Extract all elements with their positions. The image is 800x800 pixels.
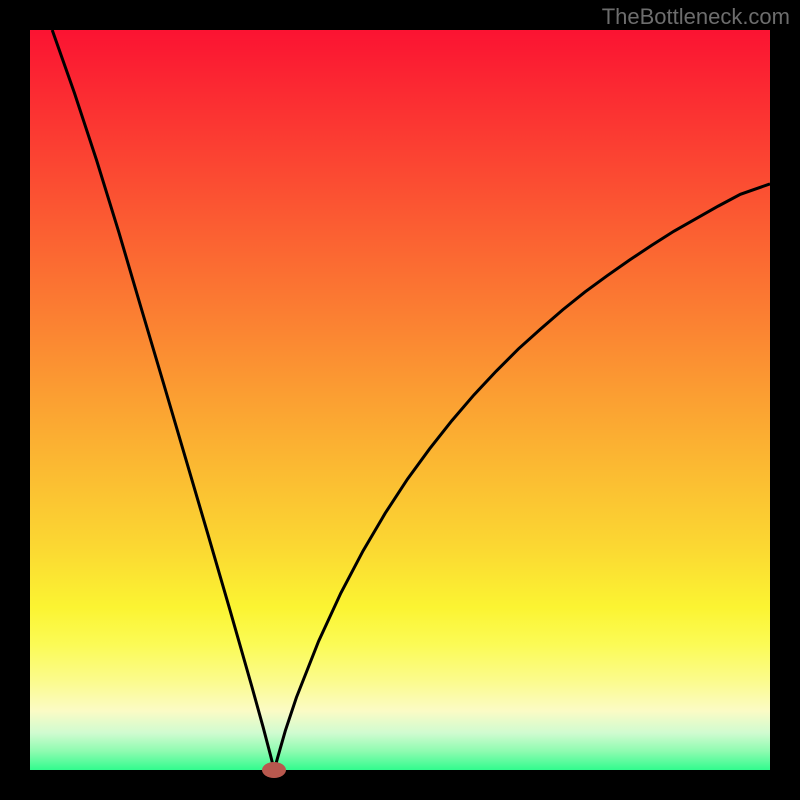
chart-outer-frame: TheBottleneck.com (0, 0, 800, 800)
v-curve (30, 30, 770, 770)
minimum-marker (262, 762, 286, 778)
watermark-text: TheBottleneck.com (602, 4, 790, 30)
plot-area (30, 30, 770, 770)
